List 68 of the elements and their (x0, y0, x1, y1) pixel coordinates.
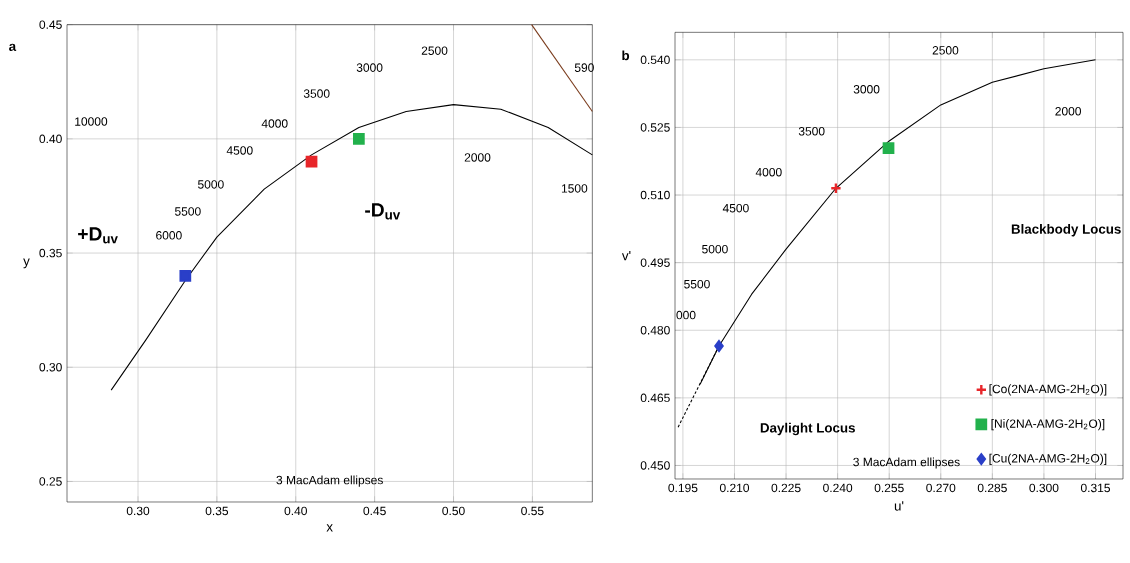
annotation: 2500 (421, 46, 448, 55)
text: b (622, 50, 630, 61)
annotation: 5000 (702, 244, 728, 254)
annotation: 10000 (75, 117, 108, 126)
y-tick-label: 0.510 (640, 190, 670, 200)
annotation: 2000 (464, 153, 491, 162)
annotation: 590 (574, 63, 594, 72)
y-tick-label: 0.495 (640, 258, 670, 267)
x-tick-label: 0.285 (977, 483, 1007, 493)
annotation: 5500 (684, 279, 710, 289)
point (714, 340, 724, 352)
x-tick-label: 0.270 (926, 483, 956, 493)
legend-label: [Cu(2NA-AMG-2H$_{2}$O)] (989, 453, 1107, 465)
x-axis-title: u' (894, 501, 904, 511)
point (882, 142, 895, 155)
annotation: 3500 (798, 127, 825, 136)
point (305, 155, 318, 168)
y-tick-label: 0.525 (640, 123, 670, 132)
legend-label: [Ni(2NA-AMG-2H$_{2}$O)] (991, 419, 1105, 431)
x-tick-label: 0.35 (205, 506, 229, 516)
annotation: 3 MacAdam ellipses (276, 475, 383, 487)
x-tick-label: 0.300 (1029, 483, 1059, 493)
annotation: 3500 (303, 89, 330, 98)
legend-label: [Co(2NA-AMG-2H$_{2}$O)] (989, 384, 1107, 396)
annotation: 5500 (174, 207, 201, 216)
annotation: 1500 (561, 184, 588, 193)
annotation: Daylight Locus (760, 422, 855, 436)
y-axis-title: y (23, 258, 30, 269)
annotation: -D$_{uv}$ (365, 203, 401, 220)
annotation: 000 (676, 310, 696, 320)
annotation: 4500 (722, 203, 749, 213)
annotation: 3000 (356, 63, 383, 72)
annotation: 3 MacAdam ellipses (853, 457, 960, 469)
y-tick-label: 0.465 (640, 393, 670, 403)
text: a (9, 43, 17, 51)
annotation: Blackbody Locus (1011, 223, 1121, 237)
annotation: 4000 (755, 167, 782, 177)
y-tick-label: 0.480 (640, 326, 670, 335)
x-tick-label: 0.55 (521, 506, 544, 516)
x-tick-label: 0.50 (442, 506, 465, 516)
y-tick-label: 0.30 (39, 362, 62, 372)
annotation: 4000 (261, 119, 288, 128)
annotation: 6000 (156, 231, 182, 240)
y-axis-title: v' (621, 251, 631, 261)
y-tick-label: 0.45 (39, 20, 62, 29)
x-tick-label: 0.195 (668, 483, 698, 493)
annotation: 3000 (853, 85, 880, 94)
annotation: 4500 (226, 146, 253, 155)
y-tick-label: 0.40 (39, 134, 62, 144)
x-tick-label: 0.45 (363, 506, 386, 516)
annotation: 5000 (197, 180, 224, 189)
x-tick-label: 0.315 (1080, 483, 1110, 493)
y-tick-label: 0.35 (39, 248, 62, 258)
annotation: 2500 (932, 46, 959, 55)
y-tick-label: 0.540 (640, 55, 670, 65)
point (352, 133, 365, 145)
x-tick-label: 0.210 (719, 483, 750, 493)
x-tick-label: 0.30 (126, 506, 150, 516)
x-tick-label: 0.255 (874, 483, 904, 493)
x-tick-label: 0.40 (284, 506, 307, 516)
x-axis-title: x (326, 524, 333, 532)
annotation: 2000 (1055, 107, 1081, 116)
annotation: +D$_{uv}$ (78, 227, 118, 244)
x-tick-label: 0.225 (771, 483, 801, 493)
y-tick-label: 0.450 (640, 461, 670, 470)
y-tick-label: 0.25 (39, 477, 62, 486)
point (179, 270, 192, 282)
x-tick-label: 0.240 (823, 483, 853, 493)
